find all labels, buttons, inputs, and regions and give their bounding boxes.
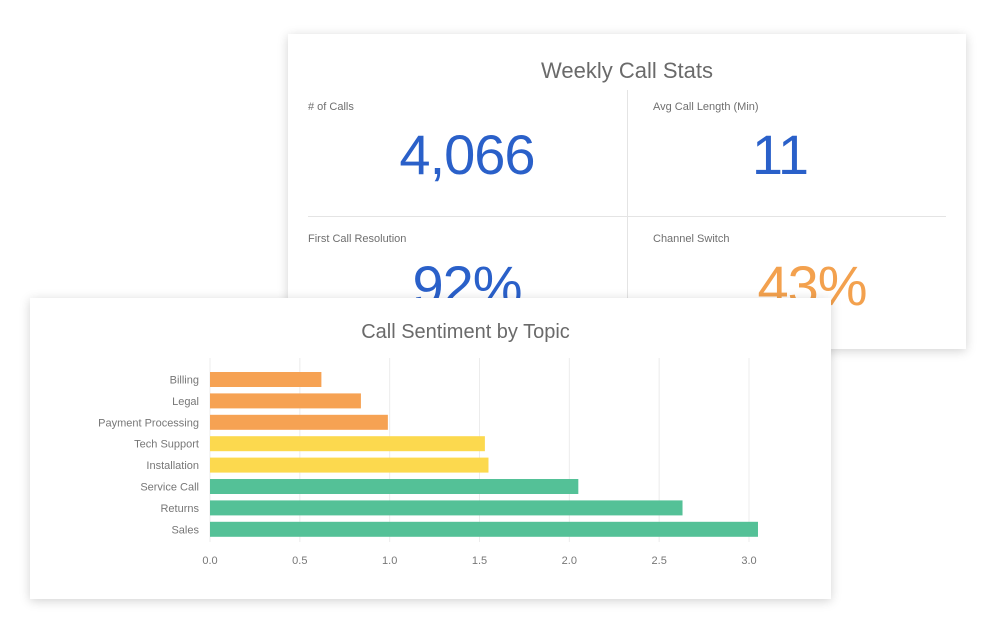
bar-payment-processing[interactable] (210, 414, 388, 430)
category-label: Sales (171, 524, 199, 536)
category-label: Returns (160, 503, 199, 515)
category-label: Payment Processing (98, 417, 199, 429)
stat-label: Avg Call Length (Min) (653, 101, 759, 113)
x-tick-label: 0.0 (202, 555, 217, 567)
bar-returns[interactable] (210, 500, 683, 516)
category-label: Legal (172, 396, 199, 408)
category-label: Tech Support (134, 439, 199, 451)
category-label: Installation (146, 460, 199, 472)
category-label: Service Call (140, 482, 199, 494)
category-label: Billing (170, 375, 199, 387)
stat-channel-switch: Channel Switch 43% (653, 232, 966, 314)
stat-value: 11 (751, 123, 809, 186)
bar-billing[interactable] (210, 372, 322, 387)
stat-label: First Call Resolution (308, 233, 407, 245)
stats-divider-horizontal (308, 216, 946, 217)
x-tick-label: 2.0 (562, 555, 577, 567)
bar-installation[interactable] (210, 457, 489, 473)
stat-first-call-resolution: First Call Resolution 92% (308, 232, 626, 314)
bar-legal[interactable] (210, 393, 361, 409)
stat-value: 4,066 (399, 123, 535, 186)
call-sentiment-chart-card: Call Sentiment by Topic 0.0 0.5 1.0 1.5 2.0 2… (30, 298, 831, 599)
stat-number-of-calls: # of Calls 4,066 (308, 100, 626, 183)
bar-sales[interactable] (210, 521, 758, 537)
stats-card-title: Weekly Call Stats (541, 58, 713, 83)
sentiment-bar-chart: 0.0 0.5 1.0 1.5 2.0 2.5 3.0 Billing Legal Payment… (98, 358, 758, 567)
stat-label: Channel Switch (653, 233, 730, 245)
x-tick-label: 1.5 (472, 555, 487, 567)
x-tick-label: 3.0 (741, 555, 756, 567)
chart-title: Call Sentiment by Topic (361, 321, 570, 343)
bar-tech-support[interactable] (210, 436, 485, 452)
x-tick-label: 1.0 (382, 555, 397, 567)
stat-avg-call-length: Avg Call Length (Min) 11 (653, 100, 966, 183)
bar-service-call[interactable] (210, 479, 579, 494)
stats-divider-vertical (627, 90, 628, 349)
stat-label: # of Calls (308, 101, 354, 113)
x-tick-label: 0.5 (292, 555, 307, 567)
x-tick-label: 2.5 (652, 555, 667, 567)
